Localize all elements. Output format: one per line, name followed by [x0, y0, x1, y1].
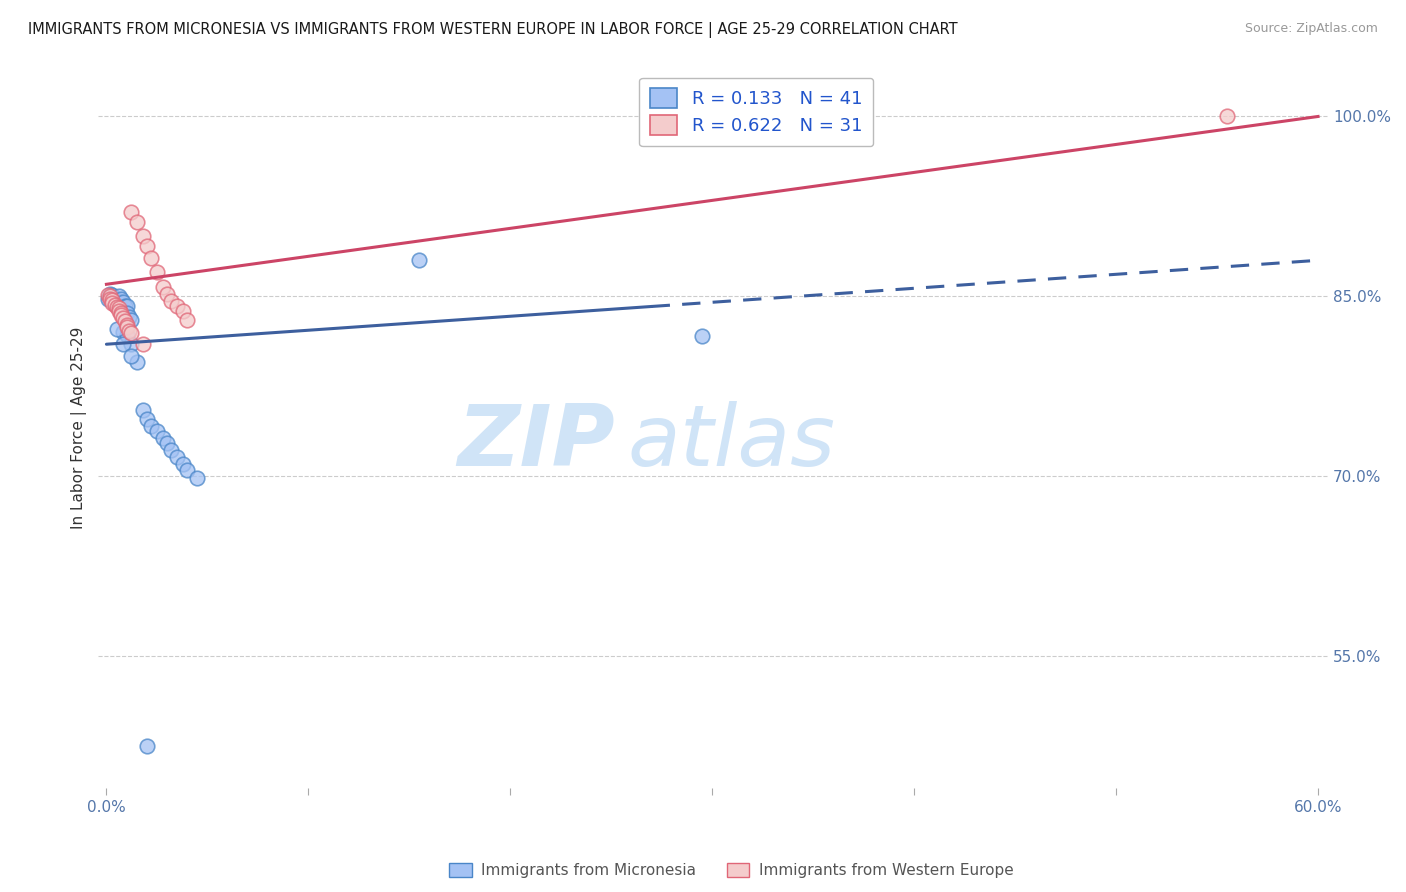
- Point: [105, 293, 128, 307]
- Point: [120, 326, 142, 341]
- Legend: Immigrants from Micronesia, Immigrants from Western Europe: Immigrants from Micronesia, Immigrants f…: [443, 857, 1019, 884]
- Point: [114, 299, 136, 313]
- Point: [105, 300, 128, 314]
- Point: [100, 289, 122, 303]
- Point: [1216, 110, 1239, 124]
- Point: [132, 229, 155, 244]
- Point: [107, 289, 129, 303]
- Point: [101, 288, 124, 302]
- Point: [156, 435, 179, 450]
- Point: [172, 303, 194, 318]
- Point: [152, 279, 174, 293]
- Point: [97, 292, 120, 306]
- Point: [101, 294, 124, 309]
- Point: [186, 471, 208, 485]
- Point: [135, 739, 157, 753]
- Point: [120, 205, 142, 219]
- Point: [408, 253, 430, 268]
- Point: [160, 442, 183, 457]
- Point: [690, 328, 713, 343]
- Point: [132, 403, 155, 417]
- Point: [135, 239, 157, 253]
- Point: [111, 325, 134, 339]
- Point: [101, 293, 124, 307]
- Point: [101, 296, 124, 310]
- Point: [132, 337, 155, 351]
- Point: [100, 290, 122, 304]
- Point: [110, 306, 132, 320]
- Point: [107, 295, 129, 310]
- Point: [111, 310, 134, 325]
- Point: [103, 296, 125, 310]
- Point: [110, 301, 132, 316]
- Text: Source: ZipAtlas.com: Source: ZipAtlas.com: [1244, 22, 1378, 36]
- Point: [103, 292, 125, 306]
- Point: [115, 327, 138, 342]
- Point: [152, 431, 174, 445]
- Point: [125, 355, 148, 369]
- Point: [156, 286, 179, 301]
- Point: [115, 318, 138, 332]
- Point: [135, 411, 157, 425]
- Point: [120, 337, 142, 351]
- Point: [117, 324, 139, 338]
- Text: atlas: atlas: [627, 401, 835, 484]
- Text: IMMIGRANTS FROM MICRONESIA VS IMMIGRANTS FROM WESTERN EUROPE IN LABOR FORCE | AG: IMMIGRANTS FROM MICRONESIA VS IMMIGRANTS…: [28, 22, 957, 38]
- Text: ZIP: ZIP: [457, 401, 614, 484]
- Point: [125, 215, 148, 229]
- Point: [100, 292, 122, 306]
- Point: [160, 294, 183, 309]
- Point: [115, 306, 138, 320]
- Point: [117, 310, 139, 324]
- Point: [110, 292, 132, 306]
- Point: [107, 301, 129, 316]
- Point: [115, 320, 138, 334]
- Point: [176, 313, 198, 327]
- Point: [120, 313, 142, 327]
- Point: [111, 295, 134, 310]
- Point: [166, 450, 188, 464]
- Point: [146, 424, 169, 438]
- Point: [114, 314, 136, 328]
- Point: [105, 298, 128, 312]
- Y-axis label: In Labor Force | Age 25-29: In Labor Force | Age 25-29: [72, 327, 87, 529]
- Point: [111, 337, 134, 351]
- Point: [172, 457, 194, 471]
- Point: [120, 349, 142, 363]
- Point: [166, 299, 188, 313]
- Point: [105, 321, 128, 335]
- Point: [139, 251, 162, 265]
- Point: [139, 418, 162, 433]
- Point: [146, 265, 169, 279]
- Point: [115, 299, 138, 313]
- Point: [110, 309, 132, 323]
- Point: [176, 463, 198, 477]
- Point: [111, 303, 134, 318]
- Legend: R = 0.133   N = 41, R = 0.622   N = 31: R = 0.133 N = 41, R = 0.622 N = 31: [640, 78, 873, 146]
- Point: [97, 288, 120, 302]
- Point: [107, 303, 129, 318]
- Point: [103, 298, 125, 312]
- Point: [100, 286, 122, 301]
